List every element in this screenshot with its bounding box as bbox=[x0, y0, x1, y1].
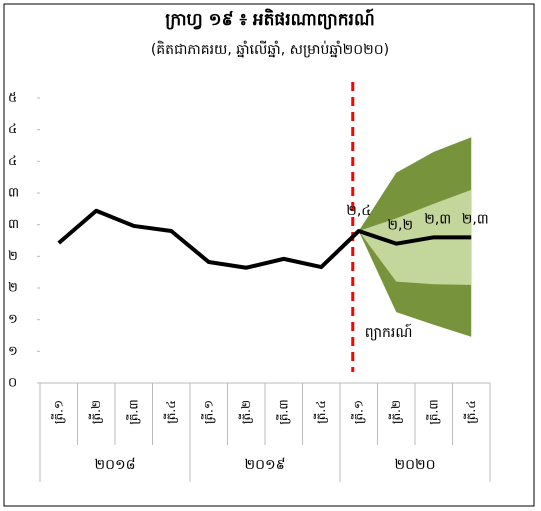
x-tick-label: ត្រី.២ bbox=[88, 400, 103, 424]
y-tick-label: ៥ bbox=[8, 91, 17, 106]
x-tick-label: ត្រី.៣ bbox=[425, 399, 440, 424]
x-tick-label: ត្រី.៤ bbox=[313, 400, 328, 424]
y-tick-label: ២ bbox=[8, 281, 18, 296]
y-tick-label: ៣ bbox=[8, 217, 19, 232]
y-tick-label: ១ bbox=[8, 312, 18, 327]
x-tick-label: ត្រី.៤ bbox=[463, 400, 478, 424]
x-tick-label: ត្រី.២ bbox=[388, 400, 403, 424]
y-tick-label: ៣ bbox=[8, 186, 19, 201]
x-tick-label: ត្រី.១ bbox=[200, 400, 215, 424]
x-tick-label: ត្រី.៣ bbox=[125, 399, 140, 424]
x-tick-label: ត្រី.៣ bbox=[275, 399, 290, 424]
y-tick-label: ៤ bbox=[8, 122, 17, 137]
series-line bbox=[57, 208, 472, 270]
x-tick-label: ត្រី.១ bbox=[50, 400, 65, 424]
chart-title: ក្រាហ្វ ១៩ ៖ អតិផរណាព្យាករណ៍ bbox=[165, 8, 374, 30]
y-tick-label: ០ bbox=[8, 376, 17, 391]
group-label: ២០១៩ bbox=[244, 457, 285, 473]
value-label: ២,៣ bbox=[424, 211, 451, 227]
x-tick-label: ត្រី.៤ bbox=[163, 400, 178, 424]
chart-subtitle: (គិតជាភាគរយ, ឆ្នាំលើឆ្នាំ, សម្រាប់ឆ្នាំ២… bbox=[151, 40, 389, 58]
value-label: ២,៤ bbox=[346, 203, 371, 219]
value-label: ២,៣ bbox=[462, 211, 489, 227]
y-tick-label: ១ bbox=[8, 344, 18, 359]
value-label: ២,២ bbox=[387, 218, 413, 234]
group-label: ២០១៨ bbox=[94, 457, 135, 473]
y-tick-label: ២ bbox=[8, 249, 18, 264]
annotation: ព្យាករណ៍ bbox=[365, 323, 413, 341]
fan-band bbox=[358, 189, 472, 285]
x-tick-label: ត្រី.២ bbox=[238, 400, 253, 424]
group-label: ២០២០ bbox=[394, 457, 435, 473]
x-tick-label: ត្រី.១ bbox=[350, 400, 365, 424]
y-tick-label: ៤ bbox=[8, 154, 17, 169]
